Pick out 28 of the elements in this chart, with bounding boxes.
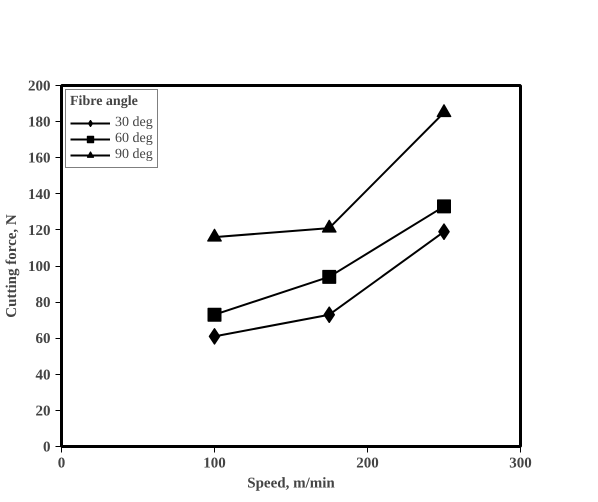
point (322, 220, 337, 233)
x-tick-label: 100 (203, 456, 226, 472)
y-tick-label: 200 (28, 78, 50, 94)
legend-label: 30 deg (115, 115, 153, 131)
y-tick-label: 20 (36, 403, 50, 420)
point (322, 270, 336, 284)
legend-title: Fibre angle (70, 94, 139, 110)
y-axis-title: Cutting force, N (4, 214, 20, 318)
point (436, 104, 452, 118)
x-axis-title: Speed, m/min (247, 476, 336, 492)
y-tick-label: 60 (36, 331, 50, 348)
y-tick-label: 120 (28, 222, 50, 239)
y-tick-label: 0 (43, 440, 50, 456)
legend-label: 90 deg (115, 147, 153, 163)
point (437, 199, 451, 214)
y-tick-label: 80 (36, 295, 50, 312)
x-tick-label: 0 (58, 456, 66, 472)
y-tick-label: 180 (28, 114, 50, 131)
legend-label: 60 deg (115, 131, 153, 147)
point (208, 308, 222, 322)
y-tick-label: 100 (28, 259, 50, 275)
x-tick-label: 200 (356, 456, 379, 472)
x-tick-label: 300 (509, 456, 532, 472)
y-tick-label: 160 (28, 150, 50, 167)
y-tick-label: 40 (36, 367, 50, 384)
y-tick-label: 140 (28, 186, 50, 203)
point (323, 306, 336, 324)
point (207, 228, 222, 242)
